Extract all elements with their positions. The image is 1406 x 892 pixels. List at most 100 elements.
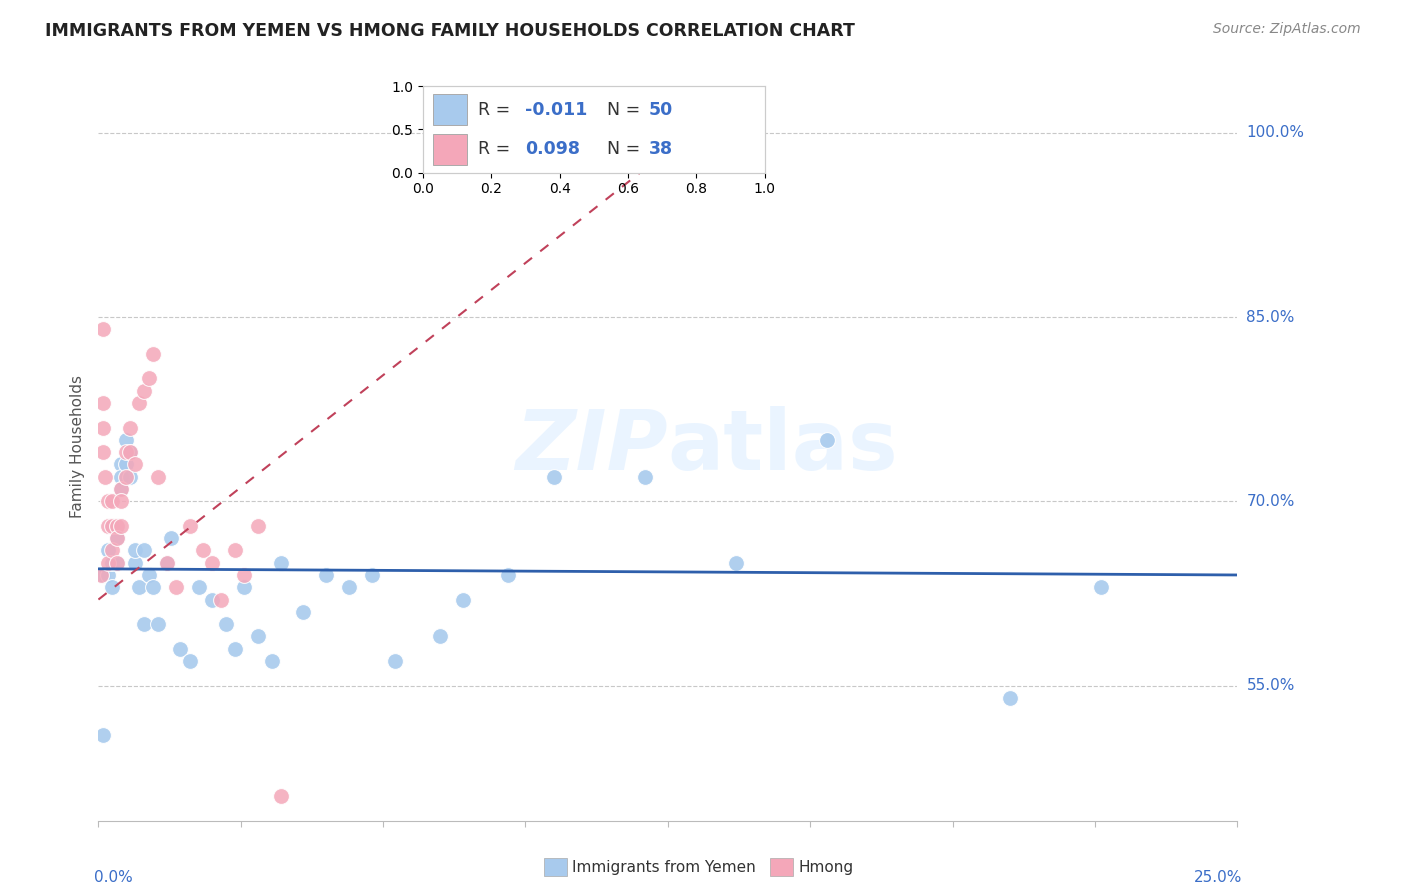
- Point: [165, 580, 187, 594]
- Point: [91, 445, 114, 459]
- Point: [169, 641, 191, 656]
- Point: [360, 568, 382, 582]
- Point: [138, 568, 160, 582]
- Point: [498, 568, 520, 582]
- Point: [124, 556, 146, 570]
- Text: Hmong: Hmong: [799, 861, 853, 875]
- Point: [91, 322, 114, 336]
- Point: [998, 690, 1021, 705]
- Point: [451, 592, 474, 607]
- Point: [101, 543, 124, 558]
- Point: [110, 482, 132, 496]
- Point: [132, 617, 155, 632]
- Point: [193, 543, 215, 558]
- Point: [91, 420, 114, 434]
- Point: [543, 469, 565, 483]
- Point: [101, 519, 124, 533]
- Point: [132, 543, 155, 558]
- Point: [110, 458, 132, 472]
- Point: [120, 469, 142, 483]
- Point: [120, 445, 142, 459]
- Point: [815, 433, 838, 447]
- Point: [201, 556, 224, 570]
- Point: [146, 617, 169, 632]
- Point: [90, 568, 112, 582]
- Text: Immigrants from Yemen: Immigrants from Yemen: [572, 861, 756, 875]
- Point: [128, 396, 150, 410]
- Point: [101, 494, 124, 508]
- Point: [94, 469, 117, 483]
- Point: [101, 580, 124, 594]
- Point: [209, 592, 232, 607]
- Point: [120, 445, 142, 459]
- Point: [110, 469, 132, 483]
- Point: [725, 556, 748, 570]
- Text: 100.0%: 100.0%: [1246, 125, 1305, 140]
- Point: [91, 396, 114, 410]
- Point: [138, 371, 160, 385]
- Point: [1090, 580, 1112, 594]
- Point: [105, 531, 128, 545]
- Point: [124, 543, 146, 558]
- Point: [634, 469, 657, 483]
- Point: [96, 543, 118, 558]
- Point: [142, 580, 165, 594]
- Point: [179, 519, 201, 533]
- Point: [128, 580, 150, 594]
- Point: [187, 580, 209, 594]
- Point: [110, 494, 132, 508]
- Text: ZIP: ZIP: [515, 406, 668, 486]
- Point: [142, 347, 165, 361]
- Point: [292, 605, 315, 619]
- Text: Source: ZipAtlas.com: Source: ZipAtlas.com: [1213, 22, 1361, 37]
- Point: [124, 458, 146, 472]
- Point: [270, 789, 292, 803]
- Point: [96, 568, 118, 582]
- Point: [105, 556, 128, 570]
- Point: [224, 641, 246, 656]
- Text: 55.0%: 55.0%: [1246, 678, 1295, 693]
- Point: [160, 531, 183, 545]
- Point: [156, 556, 179, 570]
- Point: [96, 494, 118, 508]
- Point: [215, 617, 238, 632]
- Point: [91, 728, 114, 742]
- Point: [246, 519, 269, 533]
- Text: 85.0%: 85.0%: [1246, 310, 1295, 325]
- Point: [270, 556, 292, 570]
- Point: [260, 654, 283, 668]
- Text: 25.0%: 25.0%: [1194, 870, 1241, 885]
- Point: [114, 469, 136, 483]
- Point: [156, 556, 179, 570]
- Point: [201, 592, 224, 607]
- Point: [114, 445, 136, 459]
- Text: atlas: atlas: [668, 406, 898, 486]
- Point: [105, 531, 128, 545]
- Point: [224, 543, 246, 558]
- Point: [315, 568, 337, 582]
- Point: [96, 556, 118, 570]
- Point: [233, 580, 256, 594]
- Point: [114, 458, 136, 472]
- Point: [233, 568, 256, 582]
- Point: [179, 654, 201, 668]
- Point: [101, 519, 124, 533]
- Point: [337, 580, 360, 594]
- Point: [429, 629, 451, 643]
- Y-axis label: Family Households: Family Households: [70, 375, 86, 517]
- Point: [146, 469, 169, 483]
- Point: [120, 420, 142, 434]
- Text: 0.0%: 0.0%: [94, 870, 132, 885]
- Point: [246, 629, 269, 643]
- Point: [105, 519, 128, 533]
- Text: 70.0%: 70.0%: [1246, 494, 1295, 508]
- Point: [105, 556, 128, 570]
- Point: [110, 482, 132, 496]
- Point: [96, 519, 118, 533]
- Point: [91, 568, 114, 582]
- Point: [101, 556, 124, 570]
- Point: [384, 654, 406, 668]
- Point: [114, 433, 136, 447]
- Point: [132, 384, 155, 398]
- Point: [110, 519, 132, 533]
